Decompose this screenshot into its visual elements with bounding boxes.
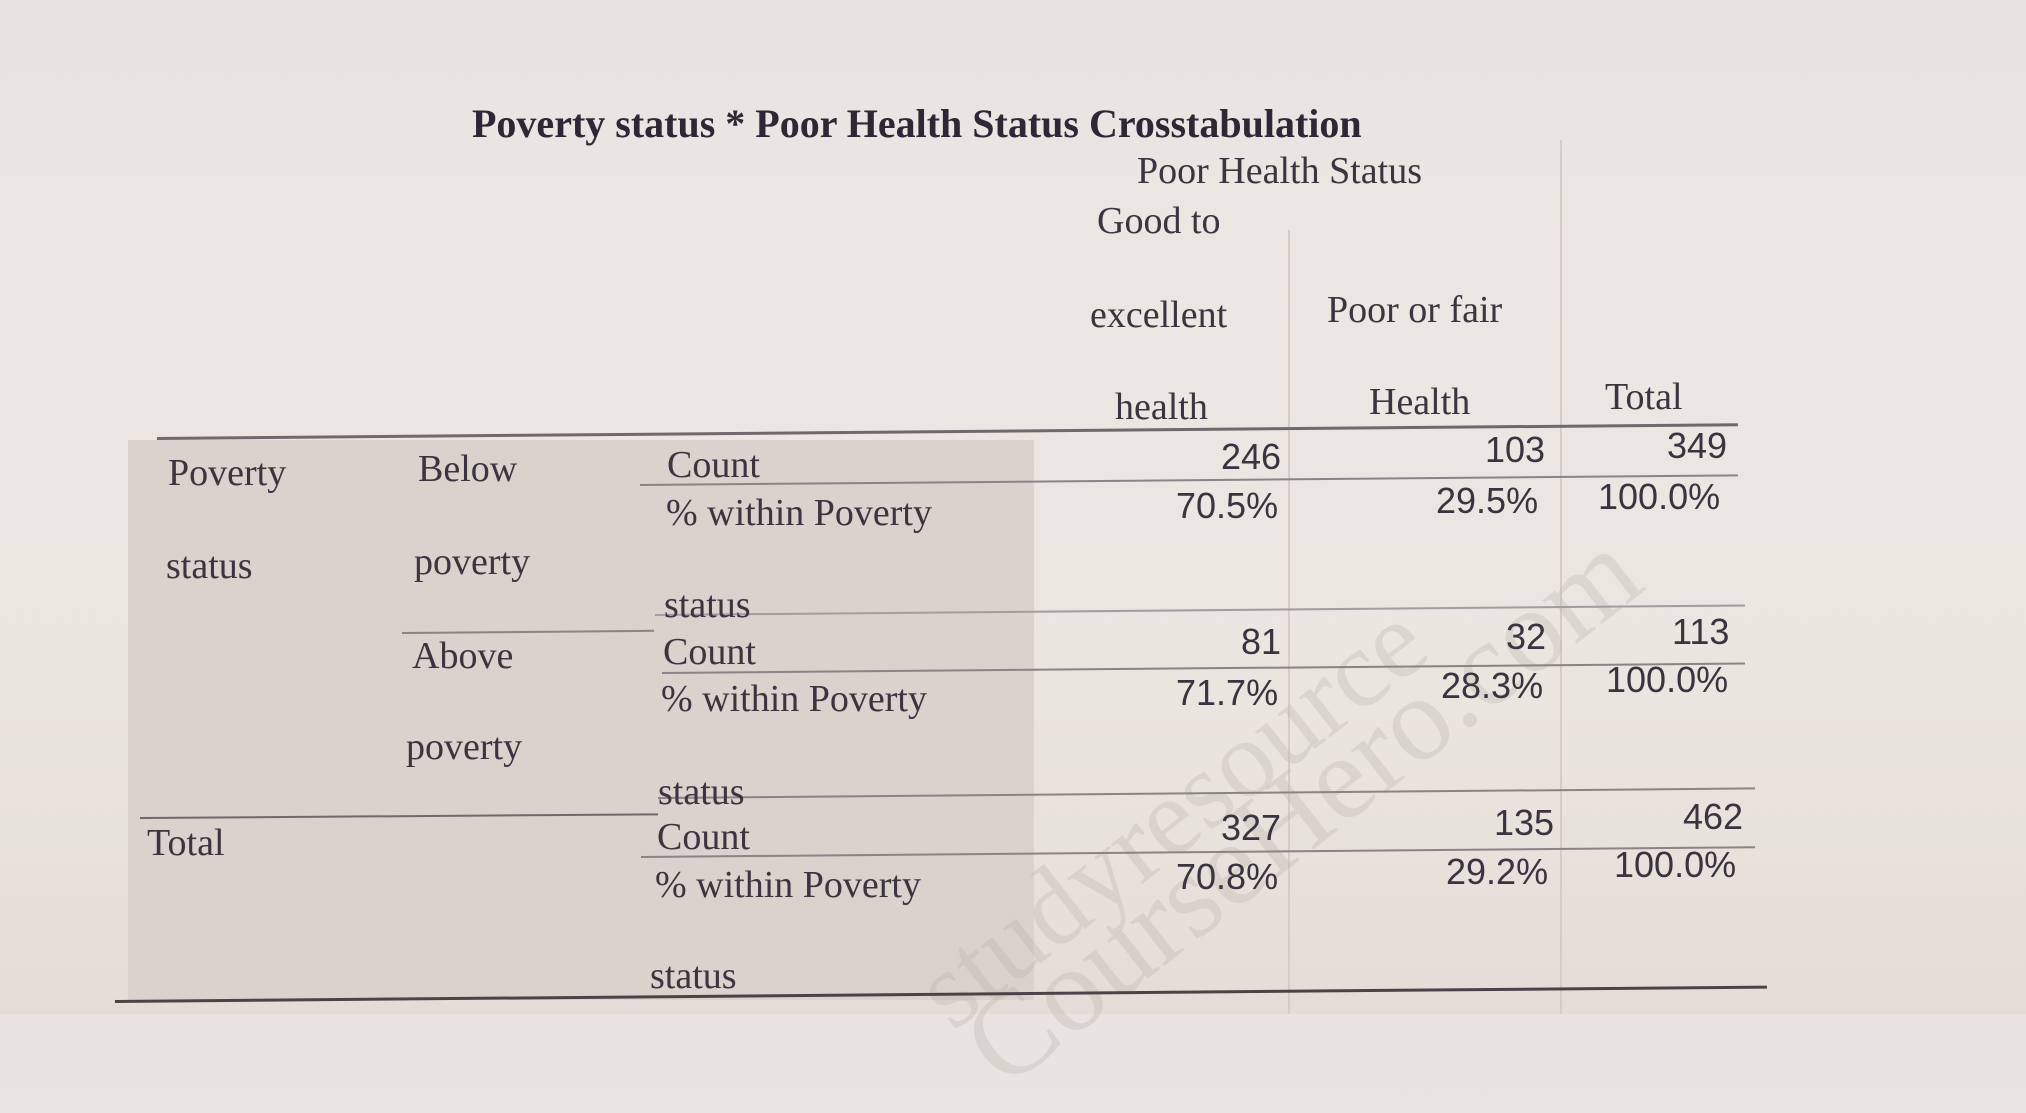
total-count-poor: 135 xyxy=(1494,802,1555,843)
watermark-text-2: CourseHero.com xyxy=(938,503,1665,1112)
below-pct-good: 70.5% xyxy=(1176,485,1279,526)
above-count-label: Count xyxy=(663,631,756,673)
row-group-above-line2: poverty xyxy=(406,726,523,768)
below-count-label: Count xyxy=(667,444,760,486)
row-header-shading xyxy=(128,440,1034,1000)
above-count-total: 113 xyxy=(1672,611,1730,652)
row-variable-line1: Poverty xyxy=(168,452,287,494)
below-count-total: 349 xyxy=(1667,425,1728,466)
column-divider-poor xyxy=(1560,140,1562,1014)
total-count-good: 327 xyxy=(1221,807,1282,848)
row-variable-line2: status xyxy=(166,545,253,587)
above-pct-good: 71.7% xyxy=(1176,672,1279,713)
total-row-label: Total xyxy=(147,822,225,864)
total-count-total: 462 xyxy=(1683,796,1744,837)
above-pct-label-line2: status xyxy=(658,771,745,813)
column-group-header: Poor Health Status xyxy=(1137,150,1422,192)
column-header-good-line2: excellent xyxy=(1090,294,1228,336)
above-pct-label-line1: % within Poverty xyxy=(661,678,927,720)
above-count-poor: 32 xyxy=(1506,616,1547,657)
column-header-good-line3: health xyxy=(1115,386,1208,428)
above-pct-poor: 28.3% xyxy=(1441,665,1544,706)
total-pct-label-line1: % within Poverty xyxy=(655,864,921,906)
row-group-below-line1: Below xyxy=(418,448,518,490)
column-divider-good xyxy=(1288,230,1290,1014)
above-count-good: 81 xyxy=(1241,621,1282,662)
row-group-below-line2: poverty xyxy=(414,541,531,583)
column-header-poor-line1: Poor or fair xyxy=(1327,289,1503,331)
total-pct-poor: 29.2% xyxy=(1446,851,1549,892)
row-group-above-line1: Above xyxy=(412,635,514,677)
above-pct-total: 100.0% xyxy=(1606,659,1729,700)
table-title: Poverty status * Poor Health Status Cros… xyxy=(472,101,1362,146)
column-header-total: Total xyxy=(1605,376,1683,418)
below-pct-label-line1: % within Poverty xyxy=(666,492,932,534)
below-pct-total: 100.0% xyxy=(1598,476,1721,517)
below-pct-label-line2: status xyxy=(664,584,751,626)
total-pct-good: 70.8% xyxy=(1176,856,1279,897)
below-count-good: 246 xyxy=(1221,436,1282,477)
column-header-poor-line2: Health xyxy=(1369,381,1471,423)
total-pct-label-line2: status xyxy=(650,955,737,997)
below-count-poor: 103 xyxy=(1485,429,1546,470)
total-count-label: Count xyxy=(657,816,750,858)
total-pct-total: 100.0% xyxy=(1614,844,1737,885)
below-pct-poor: 29.5% xyxy=(1436,480,1539,521)
column-header-good-line1: Good to xyxy=(1097,200,1221,242)
